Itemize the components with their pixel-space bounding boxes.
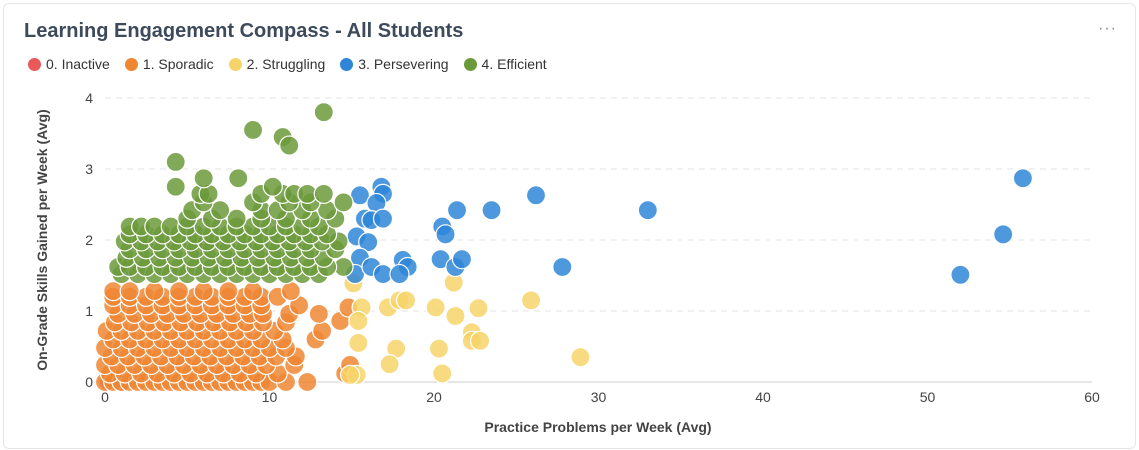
data-point[interactable]: [468, 298, 489, 319]
data-point[interactable]: [340, 364, 361, 385]
data-point[interactable]: [313, 102, 334, 123]
data-point[interactable]: [435, 224, 456, 245]
data-point[interactable]: [165, 176, 186, 197]
data-point[interactable]: [279, 135, 300, 156]
data-point[interactable]: [144, 281, 165, 302]
data-point[interactable]: [446, 200, 468, 221]
data-point[interactable]: [168, 281, 190, 302]
legend-item-persevering[interactable]: 3. Persevering: [340, 56, 449, 72]
data-point[interactable]: [469, 330, 491, 351]
x-tick-label: 20: [426, 389, 442, 405]
legend-label: 2. Struggling: [246, 56, 326, 72]
data-point[interactable]: [308, 303, 329, 324]
x-axis-label: Practice Problems per Week (Avg): [484, 419, 711, 435]
legend-item-inactive[interactable]: 0. Inactive: [28, 56, 110, 72]
y-tick-label: 1: [85, 303, 93, 319]
legend-label: 3. Persevering: [358, 56, 449, 72]
data-point[interactable]: [525, 185, 547, 206]
data-point[interactable]: [428, 338, 450, 359]
legend-swatch: [340, 57, 354, 71]
more-options-icon[interactable]: ···: [1098, 20, 1117, 37]
data-point[interactable]: [379, 354, 400, 375]
data-point[interactable]: [348, 310, 369, 332]
data-point[interactable]: [1012, 168, 1034, 189]
data-point[interactable]: [242, 119, 264, 141]
legend-label: 1. Sporadic: [142, 56, 214, 72]
legend-item-efficient[interactable]: 4. Efficient: [463, 56, 547, 72]
data-point[interactable]: [333, 192, 354, 213]
chart-title: Learning Engagement Compass - All Studen…: [24, 20, 464, 42]
x-tick-label: 0: [101, 389, 109, 405]
data-point[interactable]: [119, 281, 140, 302]
legend-swatch: [463, 57, 477, 71]
data-point[interactable]: [520, 290, 542, 311]
data-point[interactable]: [425, 297, 446, 318]
data-point[interactable]: [552, 256, 573, 278]
y-axis-label: On-Grade Skills Gained per Week (Avg): [34, 109, 50, 370]
data-point[interactable]: [226, 208, 247, 229]
x-tick-label: 60: [1084, 389, 1100, 405]
legend-label: 0. Inactive: [46, 56, 110, 72]
legend: 0. Inactive 1. Sporadic 2. Struggling 3.…: [28, 56, 547, 72]
x-tick-label: 30: [591, 389, 607, 405]
data-point[interactable]: [993, 224, 1014, 245]
legend-swatch: [228, 57, 242, 71]
data-point[interactable]: [193, 168, 214, 189]
data-point[interactable]: [570, 347, 591, 368]
data-point[interactable]: [242, 281, 264, 302]
legend-label: 4. Efficient: [481, 56, 547, 72]
data-point[interactable]: [348, 332, 369, 354]
legend-item-struggling[interactable]: 2. Struggling: [228, 56, 326, 72]
data-point[interactable]: [218, 281, 239, 302]
x-tick-label: 10: [262, 389, 278, 405]
data-point[interactable]: [312, 320, 333, 341]
data-point[interactable]: [210, 200, 231, 221]
data-point[interactable]: [165, 151, 186, 172]
data-point[interactable]: [395, 290, 417, 311]
y-tick-label: 4: [85, 90, 93, 106]
data-point[interactable]: [228, 168, 249, 189]
data-point[interactable]: [193, 281, 214, 302]
data-point[interactable]: [432, 363, 453, 384]
data-point[interactable]: [451, 249, 473, 270]
data-point[interactable]: [372, 208, 394, 229]
data-point[interactable]: [313, 183, 334, 204]
legend-swatch: [124, 57, 138, 71]
data-point[interactable]: [950, 264, 971, 285]
x-tick-label: 50: [920, 389, 936, 405]
data-point[interactable]: [262, 176, 283, 197]
data-point[interactable]: [445, 305, 466, 327]
y-tick-label: 3: [85, 161, 93, 177]
x-tick-label: 40: [755, 389, 771, 405]
data-point[interactable]: [637, 200, 658, 221]
data-point[interactable]: [358, 232, 379, 253]
data-point[interactable]: [481, 200, 502, 221]
legend-swatch: [28, 57, 41, 71]
y-tick-label: 2: [85, 232, 93, 248]
data-point[interactable]: [297, 371, 318, 393]
legend-item-sporadic[interactable]: 1. Sporadic: [124, 56, 214, 72]
data-point[interactable]: [389, 263, 410, 285]
data-point[interactable]: [280, 281, 301, 302]
y-tick-label: 0: [85, 374, 93, 390]
